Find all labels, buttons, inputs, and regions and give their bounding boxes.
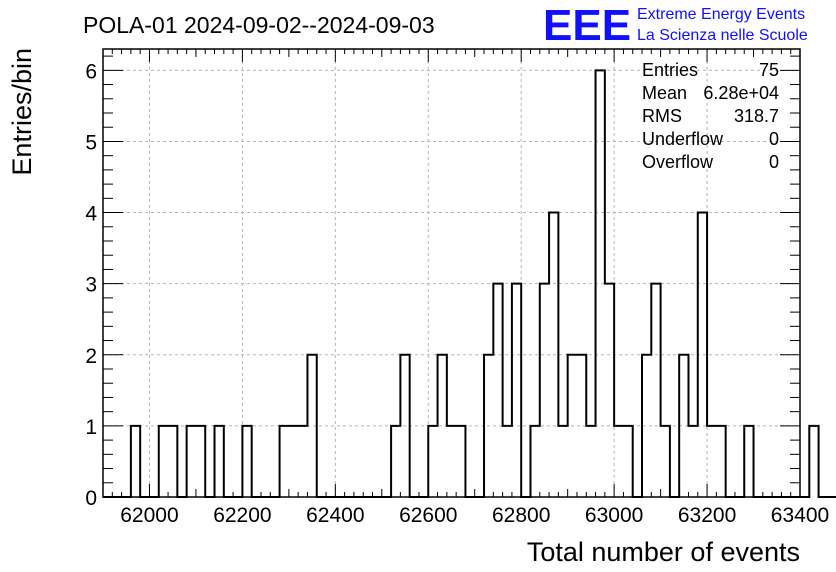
stats-label-mean: Mean (642, 83, 687, 103)
histogram-bin (586, 426, 595, 497)
x-tick-label: 63200 (678, 504, 736, 527)
logo-line-2: La Scienza nelle Scuole (637, 27, 808, 44)
histogram-bin (447, 426, 456, 497)
histogram-bin (159, 426, 168, 497)
stats-label-underflow: Underflow (642, 129, 724, 149)
histogram-bin (744, 426, 753, 497)
stats-value-overflow: 0 (769, 152, 779, 172)
histogram-bin (809, 426, 818, 497)
logo-mark: EEE (543, 1, 631, 50)
stats-box: Entries 75 Mean 6.28e+04 RMS 318.7 Under… (642, 60, 779, 172)
x-axis-ticks: 62000 62200 62400 62600 62800 63000 63200 63400 (102, 49, 829, 527)
histogram-bin (289, 426, 298, 497)
chart-title: POLA-01 2024-09-02--2024-09-03 (83, 12, 435, 38)
x-tick-label: 63400 (771, 504, 829, 527)
y-tick-label: 3 (85, 274, 97, 297)
histogram-bin (196, 426, 205, 497)
histogram-bin (503, 426, 512, 497)
histogram-bin (530, 426, 539, 497)
stats-label-entries: Entries (642, 60, 698, 80)
histogram-bin (131, 426, 140, 497)
grid-lines (103, 49, 801, 498)
histogram-bin (614, 426, 623, 497)
histogram-bin (298, 426, 307, 497)
stats-value-rms: 318.7 (734, 106, 779, 126)
stats-value-entries: 75 (759, 60, 779, 80)
y-tick-label: 5 (85, 131, 97, 154)
histogram-bin (242, 426, 251, 497)
histogram-bin (661, 426, 670, 497)
histogram-bin (280, 426, 289, 497)
histogram-bin (651, 284, 660, 497)
y-axis-ticks: 0 1 2 3 4 5 6 (85, 55, 800, 510)
y-tick-label: 1 (85, 416, 97, 439)
x-tick-label: 62400 (306, 504, 364, 527)
x-tick-label: 62800 (492, 504, 550, 527)
x-tick-label: 62600 (399, 504, 457, 527)
stats-value-underflow: 0 (769, 129, 779, 149)
y-tick-label: 0 (85, 487, 97, 510)
logo-line-1: Extreme Energy Events (637, 6, 805, 23)
y-tick-label: 6 (85, 60, 97, 83)
y-tick-label: 2 (85, 345, 97, 368)
x-tick-label: 62200 (213, 504, 271, 527)
x-tick-label: 63000 (585, 504, 643, 527)
eee-logo: EEE Extreme Energy Events La Scienza nel… (543, 1, 808, 50)
histogram-bin (428, 426, 437, 497)
y-axis-label: Entries/bin (7, 48, 37, 176)
histogram-bin (605, 284, 614, 497)
histogram-bin (391, 426, 400, 497)
histogram-bin (688, 426, 697, 497)
y-tick-label: 4 (85, 203, 97, 226)
histogram-bin (707, 426, 716, 497)
histogram-bin (540, 284, 549, 497)
histogram-bin (512, 284, 521, 497)
histogram-bin (456, 426, 465, 497)
stats-label-rms: RMS (642, 106, 682, 126)
stats-label-overflow: Overflow (642, 152, 714, 172)
histogram-bin (493, 284, 502, 497)
histogram-bin (215, 426, 224, 497)
histogram-bin (168, 426, 177, 497)
stats-value-mean: 6.28e+04 (703, 83, 779, 103)
histogram-bin (558, 426, 567, 497)
plot-frame (102, 48, 801, 498)
histogram-bin (187, 426, 196, 497)
x-axis-label: Total number of events (527, 537, 800, 567)
histogram-bin (623, 426, 632, 497)
x-tick-label: 62000 (120, 504, 178, 527)
histogram-bin (716, 426, 725, 497)
